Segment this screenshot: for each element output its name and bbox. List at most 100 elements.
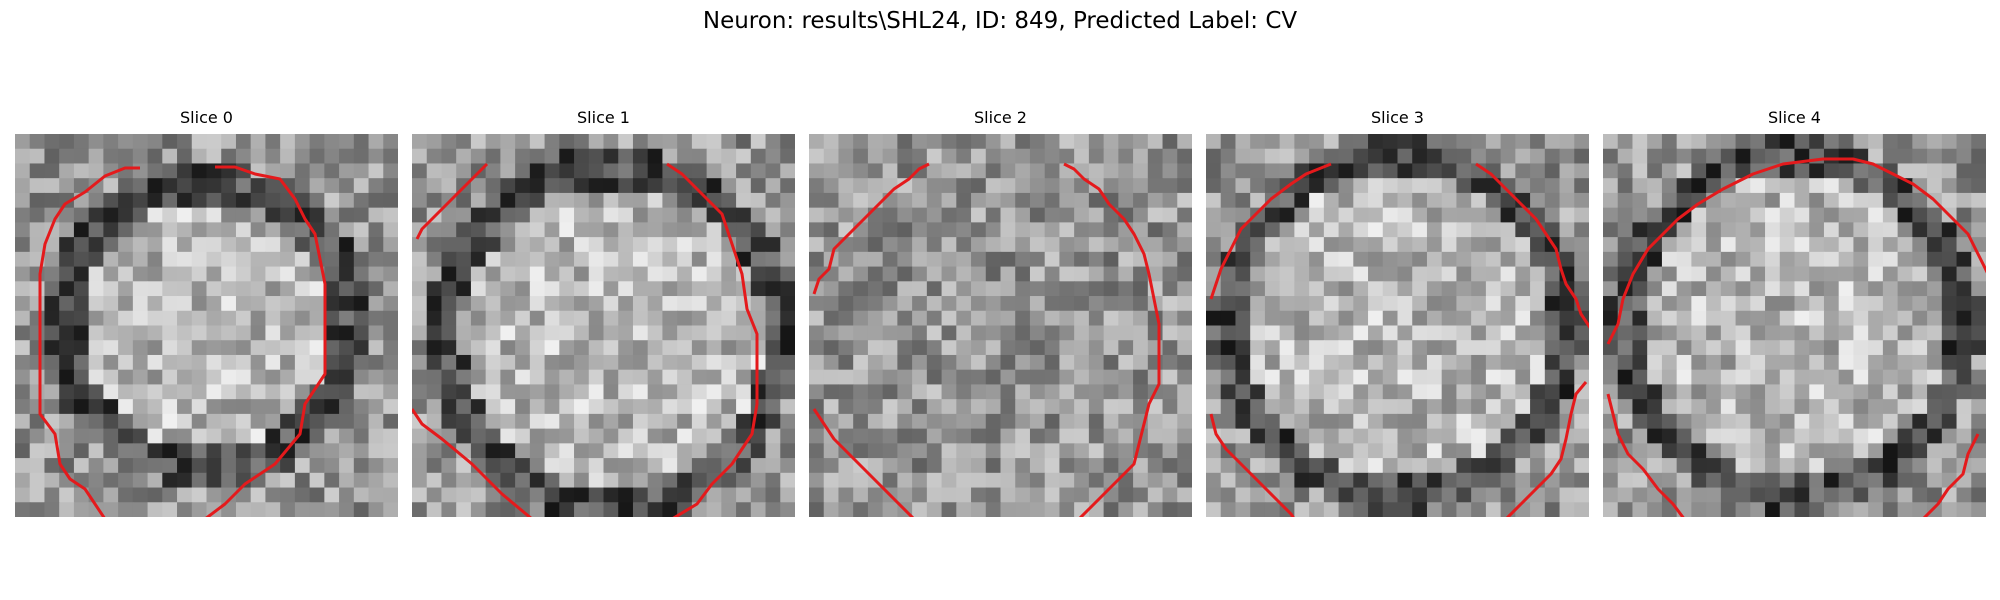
pixel-cell	[1441, 399, 1458, 415]
pixel-cell	[1647, 413, 1663, 430]
pixel-cell	[853, 354, 869, 371]
pixel-cell	[1279, 163, 1295, 179]
pixel-cell	[1794, 458, 1810, 474]
pixel-cell	[1015, 163, 1031, 179]
pixel-cell	[1500, 251, 1516, 268]
pixel-cell	[1941, 413, 1958, 430]
pixel-cell	[618, 192, 634, 209]
pixel-cell	[618, 443, 634, 459]
pixel-cell	[529, 134, 546, 150]
pixel-cell	[544, 251, 560, 268]
pixel-cell	[73, 369, 90, 386]
pixel-cell	[1794, 443, 1810, 459]
pixel-cell	[132, 458, 149, 474]
pixel-cell	[985, 281, 1002, 297]
pixel-cell	[265, 413, 281, 430]
pixel-cell	[324, 296, 340, 312]
pixel-cell	[1706, 281, 1722, 297]
pixel-cell	[1309, 325, 1325, 341]
pixel-cell	[368, 487, 384, 503]
pixel-cell	[823, 458, 840, 474]
pixel-cell	[1294, 237, 1310, 253]
pixel-cell	[1765, 443, 1781, 459]
pixel-cell	[191, 487, 208, 503]
pixel-cell	[206, 148, 222, 165]
pixel-cell	[1309, 296, 1325, 312]
pixel-cell	[1779, 207, 1796, 223]
pixel-cell	[1838, 443, 1855, 459]
pixel-cell	[588, 340, 605, 356]
pixel-cell	[736, 413, 752, 430]
pixel-cell	[588, 237, 605, 253]
pixel-cell	[1691, 413, 1707, 430]
pixel-cell	[1676, 428, 1692, 444]
pixel-cell	[529, 192, 546, 209]
pixel-cell	[1412, 443, 1428, 459]
pixel-cell	[1515, 134, 1531, 150]
pixel-cell	[15, 178, 31, 194]
pixel-cell	[1397, 340, 1413, 356]
pixel-cell	[162, 296, 178, 312]
pixel-cell	[1632, 472, 1648, 489]
pixel-cell	[368, 340, 384, 356]
pixel-cell	[897, 281, 913, 297]
pixel-cell	[1823, 163, 1840, 179]
pixel-cell	[1927, 443, 1943, 459]
pixel-cell	[706, 266, 722, 282]
pixel-cell	[1471, 340, 1487, 356]
pixel-cell	[368, 472, 384, 489]
pixel-cell	[1177, 369, 1192, 386]
pixel-cell	[823, 134, 840, 150]
pixel-cell	[1220, 192, 1237, 209]
pixel-cell	[221, 443, 237, 459]
pixel-cell	[1632, 192, 1648, 209]
pixel-cell	[544, 384, 560, 400]
pixel-cell	[765, 487, 781, 503]
pixel-cell	[1206, 428, 1222, 444]
pixel-cell	[1235, 399, 1251, 415]
pixel-cell	[162, 310, 178, 327]
pixel-cell	[1941, 325, 1958, 341]
pixel-cell	[88, 148, 104, 165]
pixel-cell	[1838, 237, 1855, 253]
pixel-cell	[1441, 443, 1458, 459]
pixel-cell	[941, 134, 957, 150]
pixel-cell	[823, 310, 840, 327]
pixel-cell	[1133, 296, 1149, 312]
pixel-cell	[15, 222, 31, 238]
pixel-cell	[662, 413, 678, 430]
pixel-cell	[867, 222, 884, 238]
pixel-cell	[1471, 251, 1487, 268]
pixel-cell	[618, 340, 634, 356]
pixel-cell	[1220, 222, 1237, 238]
slice-title-3: Slice 3	[1371, 108, 1424, 127]
pixel-cell	[500, 369, 516, 386]
pixel-cell	[867, 443, 884, 459]
pixel-cell	[368, 266, 384, 282]
pixel-cell	[1647, 296, 1663, 312]
pixel-cell	[618, 502, 634, 517]
pixel-cell	[206, 399, 222, 415]
pixel-cell	[1147, 458, 1164, 474]
pixel-cell	[941, 207, 957, 223]
pixel-cell	[677, 384, 693, 400]
pixel-cell	[926, 384, 943, 400]
pixel-cell	[1059, 251, 1075, 268]
pixel-cell	[309, 428, 325, 444]
pixel-cell	[1868, 472, 1884, 489]
pixel-cell	[559, 134, 575, 150]
pixel-cell	[221, 399, 237, 415]
pixel-cell	[912, 487, 928, 503]
pixel-cell	[838, 502, 854, 517]
pixel-cell	[853, 502, 869, 517]
pixel-cell	[235, 399, 252, 415]
pixel-cell	[1853, 251, 1869, 268]
pixel-cell	[1897, 384, 1913, 400]
pixel-cell	[1471, 384, 1487, 400]
pixel-cell	[1559, 207, 1575, 223]
pixel-cell	[1338, 222, 1354, 238]
pixel-cell	[368, 237, 384, 253]
pixel-cell	[1118, 192, 1134, 209]
pixel-cell	[1456, 399, 1472, 415]
pixel-cell	[603, 325, 619, 341]
